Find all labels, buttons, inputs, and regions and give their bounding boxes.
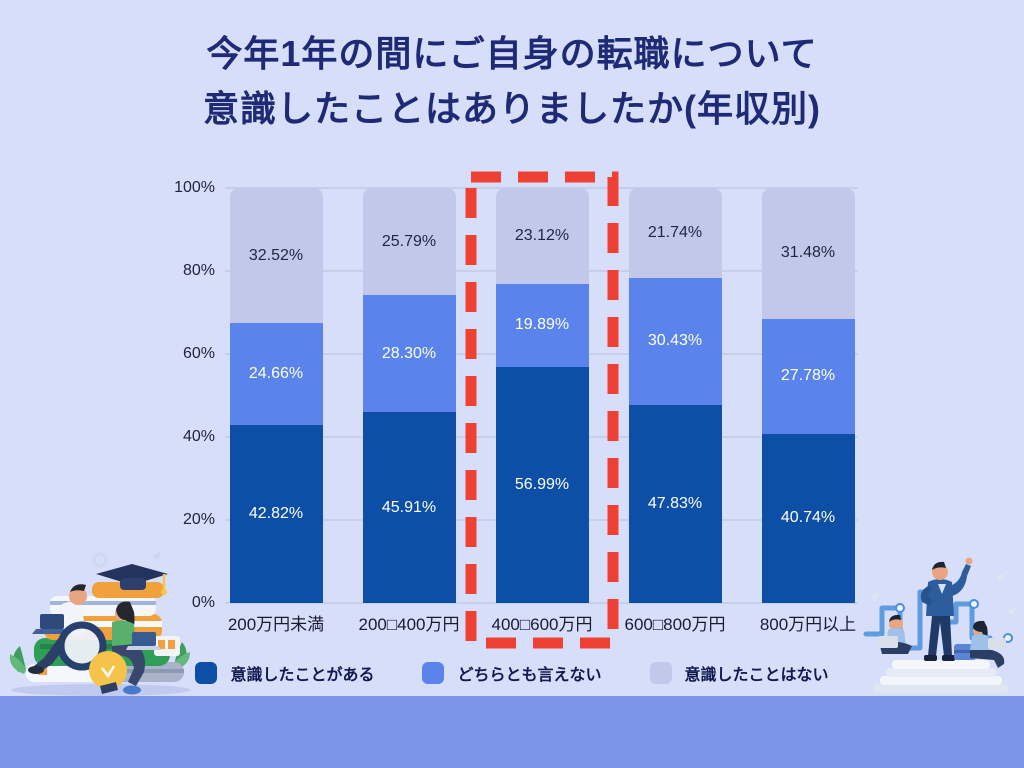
y-axis-tick-label: 20% (182, 511, 215, 528)
value-label: 24.66% (248, 365, 304, 383)
x-axis-category-label: 600□800万円 (624, 615, 726, 634)
legend-swatch (195, 662, 218, 684)
right-business-illustration (863, 557, 1018, 693)
value-label: 42.82% (248, 505, 304, 523)
legend-item: 意識したことがある (195, 661, 374, 685)
bar-segment: 27.78% (761, 318, 855, 434)
legend-label: 意識したことがある (230, 667, 375, 684)
bar-segment: 45.91% (362, 412, 456, 603)
value-label: 32.52% (248, 246, 304, 264)
left-study-illustration (9, 550, 191, 696)
x-axis-category-label: 200□400万円 (358, 615, 460, 634)
value-label: 30.43% (647, 332, 703, 350)
value-label: 21.74% (647, 224, 703, 242)
value-label: 19.89% (514, 316, 570, 334)
legend-label: どちらとも言えない (457, 667, 602, 684)
bar-segment: 40.74% (761, 433, 855, 603)
value-label: 56.99% (514, 475, 570, 493)
y-axis-tick-label: 80% (182, 262, 215, 279)
value-label: 45.91% (381, 498, 437, 516)
bar-segment: 32.52% (229, 188, 323, 323)
bar-segment: 56.99% (495, 366, 589, 603)
bar-segment: 21.74% (628, 188, 722, 279)
bar-segment: 19.89% (495, 283, 589, 367)
bar-segment: 30.43% (628, 278, 722, 405)
value-label: 40.74% (780, 509, 836, 527)
bar-segment: 23.12% (495, 188, 589, 284)
value-label: 23.12% (514, 227, 570, 244)
x-axis-category-label: 200万円未満 (227, 615, 325, 634)
legend-item: 意識したことはない (649, 661, 829, 685)
legend-label: 意識したことはない (684, 667, 829, 684)
legend-swatch (422, 662, 445, 684)
bar-segment: 24.66% (229, 322, 323, 426)
page-title-line2: 意識したことはありましたか(年収別) (203, 88, 821, 129)
value-label: 31.48% (780, 244, 836, 262)
bottom-band (0, 696, 1024, 768)
legend: 意識したことがある どちらとも言えない 意識したことはない (0, 661, 1024, 685)
value-label: 47.83% (647, 494, 703, 512)
page-title: 今年1年の間にご自身の転職について 意識したことはありましたか(年収別) (0, 26, 1024, 136)
bar-segment: 47.83% (628, 404, 722, 603)
value-label: 25.79% (381, 232, 437, 250)
legend-item: どちらとも言えない (422, 661, 602, 685)
y-axis-tick-label: 40% (182, 428, 215, 445)
x-axis-category-label: 800万円以上 (759, 615, 857, 634)
y-axis-tick-label: 0% (191, 594, 215, 611)
bar-column: 40.74% 27.78% 31.48% (761, 188, 855, 603)
y-axis-tick-label: 100% (174, 179, 215, 196)
bar-column: 42.82% 24.66% 32.52% (229, 188, 323, 603)
y-axis-tick-label: 60% (182, 345, 215, 362)
bar-segment: 31.48% (761, 188, 855, 319)
bar-column: 45.91% 28.30% 25.79% (362, 188, 456, 603)
x-axis-category-label: 400□600万円 (491, 615, 593, 634)
bar-segment: 28.30% (362, 295, 456, 413)
legend-swatch (649, 662, 672, 684)
bar-segment: 42.82% (229, 425, 323, 603)
bar-segment: 25.79% (362, 188, 456, 296)
bar-column: 47.83% 30.43% 21.74% (628, 188, 722, 603)
value-label: 27.78% (780, 367, 836, 385)
bar-column: 56.99% 19.89% 23.12% (495, 188, 589, 603)
page-title-line1: 今年1年の間にご自身の転職について (206, 33, 818, 74)
value-label: 28.30% (381, 344, 437, 362)
